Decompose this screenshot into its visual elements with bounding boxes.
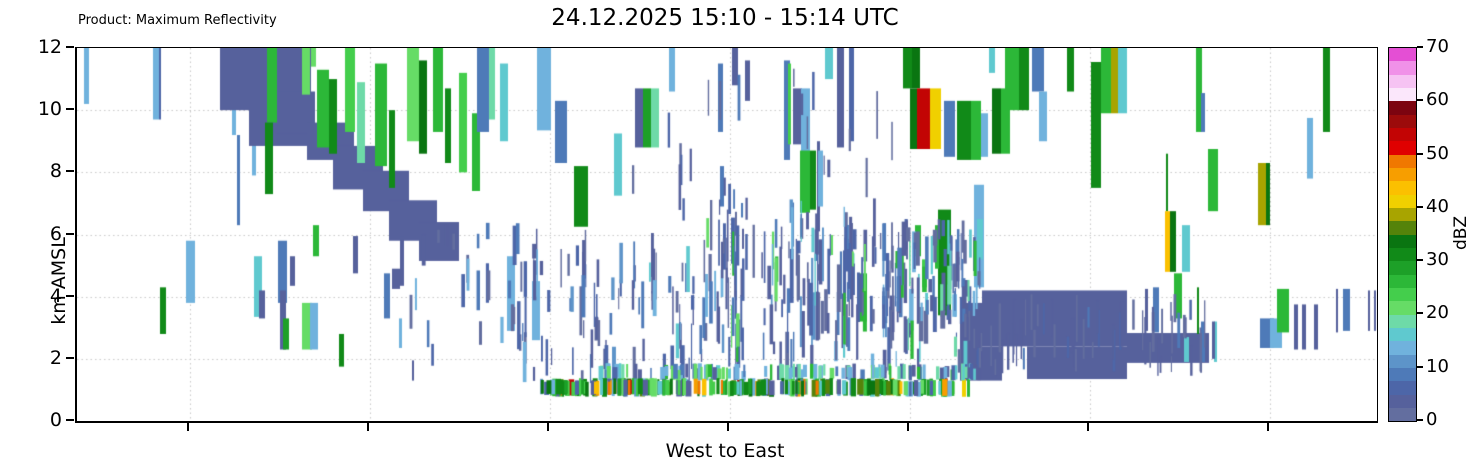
x-tick-mark <box>547 423 549 431</box>
colorbar-segment <box>1389 127 1416 142</box>
colorbar-tick-mark <box>1417 259 1423 262</box>
colorbar-segment <box>1389 394 1416 408</box>
product-label: Product: Maximum Reflectivity <box>78 13 277 28</box>
colorbar-segment <box>1389 61 1416 75</box>
colorbar-tick-label: 0 <box>1426 409 1438 430</box>
y-tick-label: 2 <box>49 346 62 369</box>
reflectivity-plot-canvas <box>77 48 1377 421</box>
colorbar-segment <box>1389 234 1416 248</box>
colorbar-segment <box>1389 407 1416 422</box>
colorbar-segment <box>1389 87 1416 102</box>
colorbar-segment <box>1389 101 1416 115</box>
colorbar-segment <box>1389 354 1416 368</box>
x-tick-mark <box>907 423 909 431</box>
colorbar-segment <box>1389 154 1416 168</box>
x-tick-mark <box>187 423 189 431</box>
y-tick-mark <box>66 46 74 48</box>
y-tick-mark <box>66 356 74 359</box>
y-tick-mark <box>66 294 74 297</box>
y-tick-label: 0 <box>49 409 62 431</box>
colorbar-segment <box>1389 301 1416 315</box>
y-tick-label: 4 <box>49 284 62 307</box>
y-tick-mark <box>66 232 74 235</box>
y-tick-label: 8 <box>49 160 62 183</box>
y-tick-label: 6 <box>49 222 62 245</box>
colorbar-segment <box>1389 287 1416 302</box>
colorbar-tick-mark <box>1417 152 1423 155</box>
colorbar-tick-label: 60 <box>1426 89 1449 111</box>
colorbar-tick-mark <box>1417 205 1423 208</box>
colorbar-segment <box>1389 141 1416 155</box>
colorbar-segment <box>1389 221 1416 235</box>
colorbar-scale <box>1388 47 1417 422</box>
colorbar-segment <box>1389 74 1416 88</box>
colorbar-segment <box>1389 247 1416 262</box>
x-tick-mark <box>1087 423 1089 431</box>
y-tick-mark <box>66 170 74 173</box>
colorbar-segment <box>1389 274 1416 288</box>
colorbar-segment <box>1389 367 1416 382</box>
colorbar-tick-mark <box>1417 365 1423 368</box>
colorbar-segment <box>1389 207 1416 222</box>
x-axis-label: West to East <box>665 440 785 462</box>
colorbar-unit-label: dBZ <box>1451 215 1472 251</box>
colorbar-tick-label: 10 <box>1426 355 1449 377</box>
y-tick-mark <box>66 419 74 421</box>
colorbar-segment <box>1389 341 1416 355</box>
colorbar-segment <box>1389 327 1416 342</box>
chart-title: 24.12.2025 15:10 - 15:14 UTC <box>551 5 899 31</box>
plot-area: km AMSL <box>48 47 1378 423</box>
colorbar-segment <box>1389 194 1416 208</box>
colorbar-tick-label: 50 <box>1426 142 1449 164</box>
y-tick-label: 10 <box>37 98 62 121</box>
colorbar-tick-label: 40 <box>1426 195 1449 217</box>
colorbar-segment <box>1389 48 1416 62</box>
x-tick-mark <box>367 423 369 431</box>
colorbar-tick-label: 70 <box>1426 36 1449 57</box>
colorbar-segment <box>1389 181 1416 195</box>
colorbar-tick-mark <box>1417 46 1423 48</box>
colorbar-tick-mark <box>1417 419 1423 421</box>
x-tick-mark <box>1267 423 1269 431</box>
colorbar-tick-label: 30 <box>1426 249 1449 271</box>
y-axis-label: km AMSL <box>47 237 70 325</box>
colorbar-segment <box>1389 314 1416 328</box>
colorbar-segment <box>1389 381 1416 395</box>
y-tick-mark <box>66 108 74 111</box>
colorbar-tick-label: 20 <box>1426 302 1449 324</box>
colorbar-segment <box>1389 167 1416 182</box>
colorbar-tick-mark <box>1417 99 1423 102</box>
colorbar-segment <box>1389 114 1416 128</box>
y-tick-label: 12 <box>37 36 62 58</box>
x-tick-mark <box>727 423 729 431</box>
colorbar-segment <box>1389 261 1416 275</box>
colorbar-tick-mark <box>1417 312 1423 315</box>
